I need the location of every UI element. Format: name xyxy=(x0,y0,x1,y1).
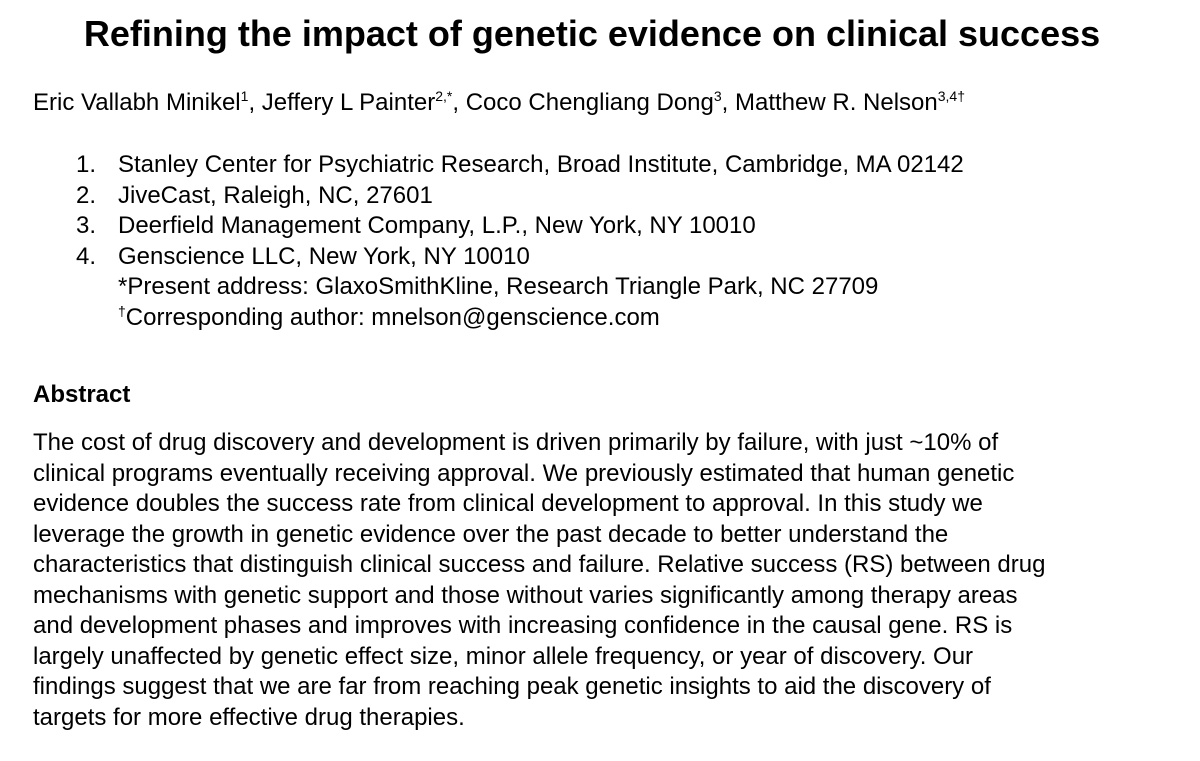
abstract-line: characteristics that distinguish clinica… xyxy=(33,551,1046,578)
affiliation-number: 1. xyxy=(76,151,97,178)
corresponding-author-note: †Corresponding author: mnelson@genscienc… xyxy=(118,303,878,334)
abstract-line: and development phases and improves with… xyxy=(33,612,1013,639)
affiliation-item: 1. Stanley Center for Psychiatric Resear… xyxy=(76,150,964,181)
author-name: Matthew R. Nelson xyxy=(735,89,938,116)
affiliation-item: 3. Deerfield Management Company, L.P., N… xyxy=(76,211,964,242)
abstract-line: findings suggest that we are far from re… xyxy=(33,673,991,700)
abstract-line: The cost of drug discovery and developme… xyxy=(33,429,999,456)
author-name: Coco Chengliang Dong xyxy=(465,89,714,116)
author-separator: , xyxy=(248,89,262,116)
author-affiliation-marker: 3,4† xyxy=(937,88,965,104)
abstract-line: evidence doubles the success rate from c… xyxy=(33,490,983,517)
author-name: Eric Vallabh Minikel xyxy=(33,89,241,116)
affiliation-number: 4. xyxy=(76,242,97,270)
dagger-marker: † xyxy=(118,302,126,319)
author-affiliation-marker: 2,* xyxy=(435,88,453,104)
affiliation-text: Deerfield Management Company, L.P., New … xyxy=(118,212,756,239)
affiliation-number: 2. xyxy=(76,181,97,209)
author-notes: *Present address: GlaxoSmithKline, Resea… xyxy=(118,272,878,333)
author-separator: , xyxy=(452,89,466,116)
author-affiliation-marker: 1 xyxy=(240,88,249,104)
author-list: Eric Vallabh Minikel1, Jeffery L Painter… xyxy=(33,86,965,120)
author-separator: , xyxy=(721,89,735,116)
affiliation-item: 4. Genscience LLC, New York, NY 10010 xyxy=(76,242,964,273)
affiliation-text: JiveCast, Raleigh, NC, 27601 xyxy=(118,181,433,209)
author-affiliation-marker: 3 xyxy=(713,88,722,104)
affiliation-number: 3. xyxy=(76,212,97,239)
corresponding-author-text: Corresponding author: mnelson@genscience… xyxy=(125,303,660,331)
abstract-line: largely unaffected by genetic effect siz… xyxy=(33,642,974,670)
abstract-line: clinical programs eventually receiving a… xyxy=(33,459,1015,487)
affiliation-list: 1. Stanley Center for Psychiatric Resear… xyxy=(76,150,964,272)
affiliation-text: Stanley Center for Psychiatric Research,… xyxy=(118,151,964,178)
affiliation-text: Genscience LLC, New York, NY 10010 xyxy=(118,242,530,270)
author-name: Jeffery L Painter xyxy=(261,89,436,116)
abstract-body: The cost of drug discovery and developme… xyxy=(33,428,1173,733)
abstract-heading: Abstract xyxy=(33,381,131,408)
abstract-line: mechanisms with genetic support and thos… xyxy=(33,581,1018,609)
paper-title: Refining the impact of genetic evidence … xyxy=(83,13,1101,54)
abstract-line: leverage the growth in genetic evidence … xyxy=(33,520,949,548)
affiliation-item: 2. JiveCast, Raleigh, NC, 27601 xyxy=(76,181,964,212)
abstract-line: targets for more effective drug therapie… xyxy=(33,703,465,731)
present-address-note: *Present address: GlaxoSmithKline, Resea… xyxy=(118,273,879,300)
